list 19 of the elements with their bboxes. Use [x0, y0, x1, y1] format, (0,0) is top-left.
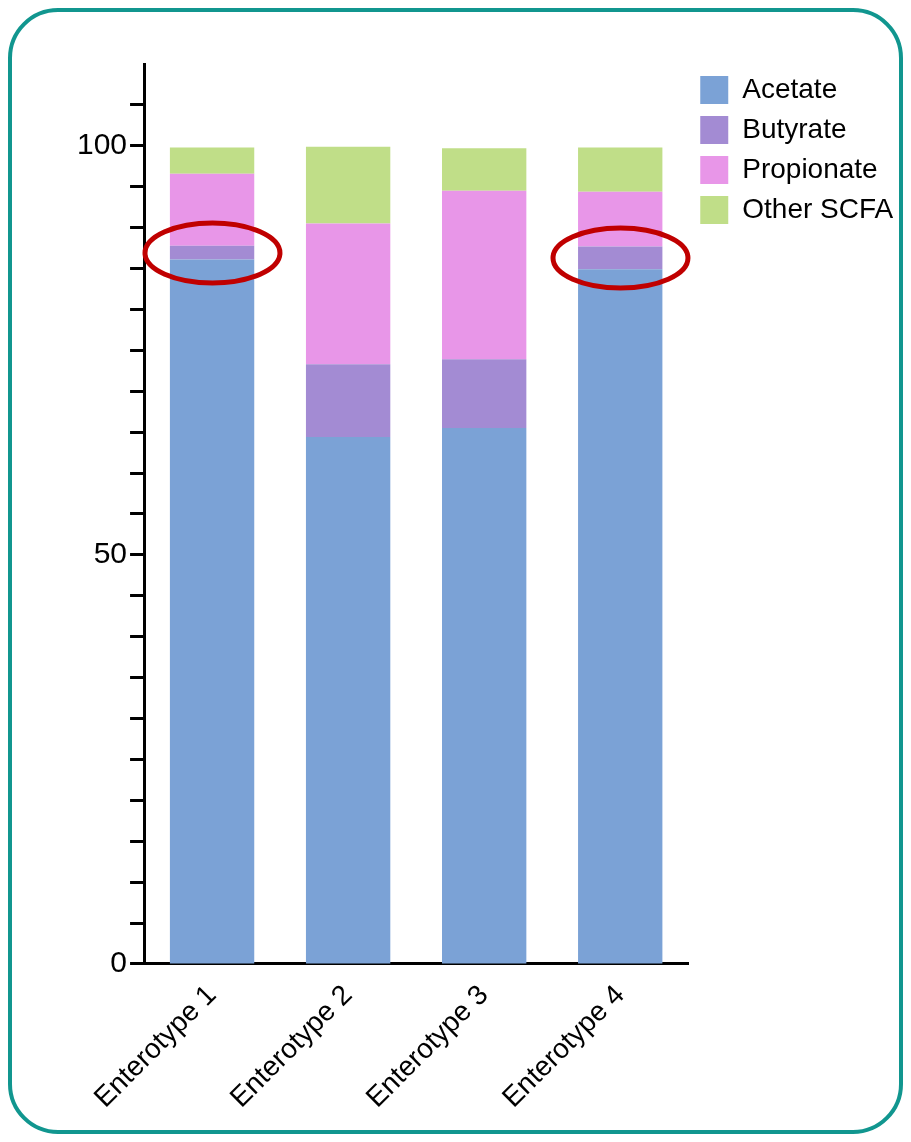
- bar: [305, 146, 391, 224]
- bar: [578, 147, 663, 192]
- bar: [442, 148, 527, 191]
- legend-label: Butyrate: [742, 112, 847, 144]
- bar: [305, 223, 391, 365]
- bar: [305, 437, 391, 964]
- y-tick-label: 0: [110, 945, 128, 979]
- legend-label: Acetate: [742, 72, 838, 104]
- legend-label: Other SCFA: [742, 192, 894, 224]
- bar: [578, 246, 663, 270]
- bar: [169, 245, 255, 260]
- y-tick-label: 100: [76, 127, 128, 161]
- bar: [169, 147, 255, 174]
- legend-label: Propionate: [742, 152, 878, 184]
- y-tick-label: 50: [93, 536, 128, 570]
- bar: [442, 190, 527, 360]
- bar: [305, 364, 391, 438]
- bar: [442, 428, 527, 964]
- bar: [442, 359, 527, 429]
